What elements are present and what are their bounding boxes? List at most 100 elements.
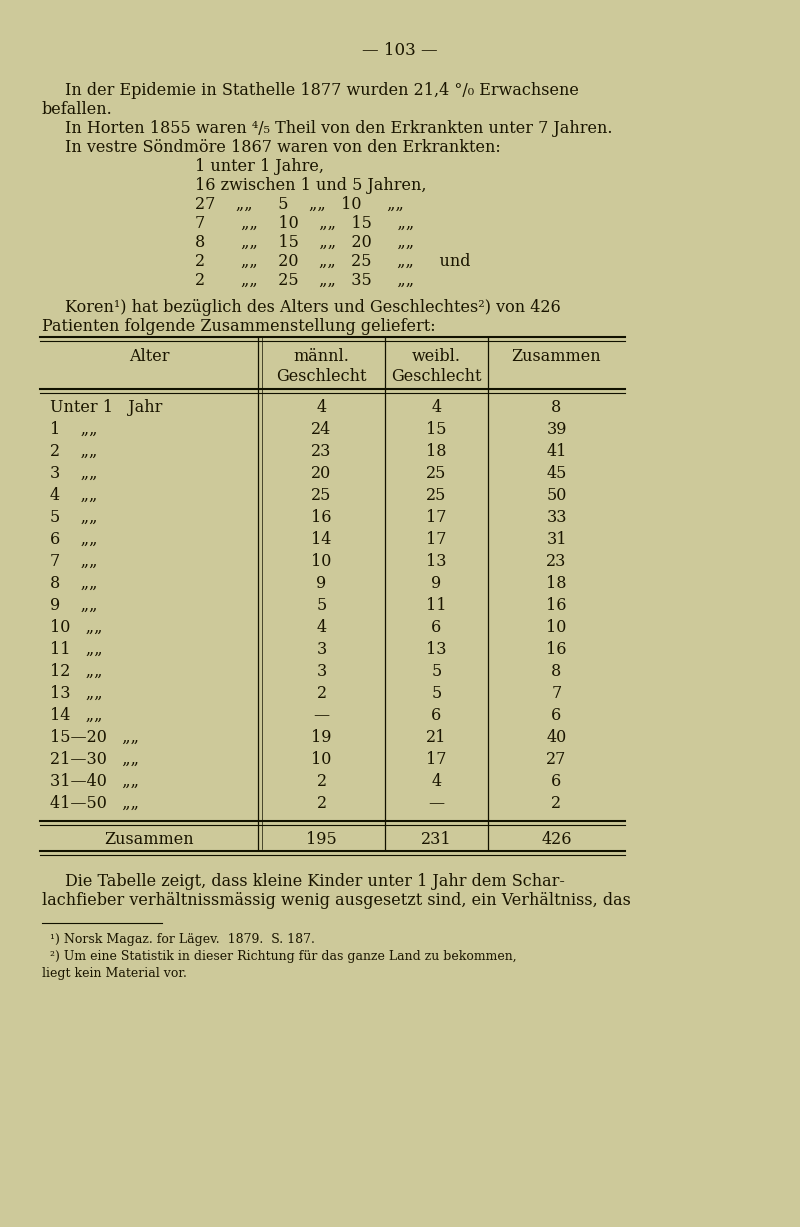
Text: lachfieber verhältnissmässig wenig ausgesetzt sind, ein Verhältniss, das: lachfieber verhältnissmässig wenig ausge… xyxy=(42,892,631,909)
Text: ²) Um eine Statistik in dieser Richtung für das ganze Land zu bekommen,: ²) Um eine Statistik in dieser Richtung … xyxy=(50,950,517,963)
Text: befallen.: befallen. xyxy=(42,101,113,118)
Text: 13: 13 xyxy=(426,640,446,658)
Text: 426: 426 xyxy=(542,831,572,848)
Text: 8: 8 xyxy=(551,663,562,680)
Text: 45: 45 xyxy=(546,465,566,482)
Text: Unter 1   Jahr: Unter 1 Jahr xyxy=(50,399,162,416)
Text: 2       „„    25    „„   35     „„: 2 „„ 25 „„ 35 „„ xyxy=(195,272,414,290)
Text: Die Tabelle zeigt, dass kleine Kinder unter 1 Jahr dem Schar-: Die Tabelle zeigt, dass kleine Kinder un… xyxy=(65,872,565,890)
Text: 12   „„: 12 „„ xyxy=(50,663,102,680)
Text: 17: 17 xyxy=(426,531,446,548)
Text: 27    „„     5    „„   10     „„: 27 „„ 5 „„ 10 „„ xyxy=(195,196,404,213)
Text: Alter: Alter xyxy=(129,348,170,364)
Text: 195: 195 xyxy=(306,831,337,848)
Text: Koren¹) hat bezüglich des Alters und Geschlechtes²) von 426: Koren¹) hat bezüglich des Alters und Ges… xyxy=(65,299,561,317)
Text: 2    „„: 2 „„ xyxy=(50,443,98,460)
Text: 1 unter 1 Jahre,: 1 unter 1 Jahre, xyxy=(195,158,324,175)
Text: 9    „„: 9 „„ xyxy=(50,598,98,614)
Text: 5: 5 xyxy=(316,598,326,614)
Text: 3    „„: 3 „„ xyxy=(50,465,98,482)
Text: —: — xyxy=(429,795,445,812)
Text: 23: 23 xyxy=(311,443,332,460)
Text: 6: 6 xyxy=(551,773,562,790)
Text: 4: 4 xyxy=(317,618,326,636)
Text: weibl.
Geschlecht: weibl. Geschlecht xyxy=(391,348,482,384)
Text: 8    „„: 8 „„ xyxy=(50,575,98,591)
Text: 24: 24 xyxy=(311,421,332,438)
Text: 1    „„: 1 „„ xyxy=(50,421,98,438)
Text: 17: 17 xyxy=(426,751,446,768)
Text: 10: 10 xyxy=(311,751,332,768)
Text: 5    „„: 5 „„ xyxy=(50,509,98,526)
Text: ¹) Norsk Magaz. for Lägev.  1879.  S. 187.: ¹) Norsk Magaz. for Lägev. 1879. S. 187. xyxy=(50,933,315,946)
Text: 14   „„: 14 „„ xyxy=(50,707,102,724)
Text: —: — xyxy=(314,707,330,724)
Text: 13   „„: 13 „„ xyxy=(50,685,102,702)
Text: 3: 3 xyxy=(316,663,326,680)
Text: 2: 2 xyxy=(551,795,562,812)
Text: 7    „„: 7 „„ xyxy=(50,553,98,571)
Text: 8       „„    15    „„   20     „„: 8 „„ 15 „„ 20 „„ xyxy=(195,234,414,252)
Text: 15—20   „„: 15—20 „„ xyxy=(50,729,139,746)
Text: 21: 21 xyxy=(426,729,446,746)
Text: 27: 27 xyxy=(546,751,566,768)
Text: 10: 10 xyxy=(546,618,566,636)
Text: 23: 23 xyxy=(546,553,566,571)
Text: männl.
Geschlecht: männl. Geschlecht xyxy=(276,348,366,384)
Text: 16: 16 xyxy=(546,640,566,658)
Text: 11: 11 xyxy=(426,598,446,614)
Text: 2: 2 xyxy=(317,773,326,790)
Text: 5: 5 xyxy=(431,685,442,702)
Text: 3: 3 xyxy=(316,640,326,658)
Text: In Horten 1855 waren ⁴/₅ Theil von den Erkrankten unter 7 Jahren.: In Horten 1855 waren ⁴/₅ Theil von den E… xyxy=(65,120,613,137)
Text: 14: 14 xyxy=(311,531,332,548)
Text: — 103 —: — 103 — xyxy=(362,42,438,59)
Text: 6: 6 xyxy=(431,707,442,724)
Text: 4: 4 xyxy=(431,399,442,416)
Text: 15: 15 xyxy=(426,421,446,438)
Text: 16: 16 xyxy=(311,509,332,526)
Text: 9: 9 xyxy=(316,575,326,591)
Text: 10   „„: 10 „„ xyxy=(50,618,102,636)
Text: 17: 17 xyxy=(426,509,446,526)
Text: liegt kein Material vor.: liegt kein Material vor. xyxy=(42,967,187,980)
Text: 4: 4 xyxy=(431,773,442,790)
Text: 39: 39 xyxy=(546,421,566,438)
Text: Zusammen: Zusammen xyxy=(512,348,602,364)
Text: 19: 19 xyxy=(311,729,332,746)
Text: 31—40   „„: 31—40 „„ xyxy=(50,773,139,790)
Text: 25: 25 xyxy=(311,487,332,504)
Text: 10: 10 xyxy=(311,553,332,571)
Text: 6    „„: 6 „„ xyxy=(50,531,98,548)
Text: 6: 6 xyxy=(551,707,562,724)
Text: 2: 2 xyxy=(317,685,326,702)
Text: 2: 2 xyxy=(317,795,326,812)
Text: 25: 25 xyxy=(426,487,446,504)
Text: 8: 8 xyxy=(551,399,562,416)
Text: 4: 4 xyxy=(317,399,326,416)
Text: 11   „„: 11 „„ xyxy=(50,640,102,658)
Text: 5: 5 xyxy=(431,663,442,680)
Text: 33: 33 xyxy=(546,509,566,526)
Text: 4    „„: 4 „„ xyxy=(50,487,98,504)
Text: 21—30   „„: 21—30 „„ xyxy=(50,751,139,768)
Text: 41: 41 xyxy=(546,443,566,460)
Text: 9: 9 xyxy=(431,575,442,591)
Text: 40: 40 xyxy=(546,729,566,746)
Text: 13: 13 xyxy=(426,553,446,571)
Text: 16 zwischen 1 und 5 Jahren,: 16 zwischen 1 und 5 Jahren, xyxy=(195,177,426,194)
Text: 18: 18 xyxy=(426,443,446,460)
Text: 231: 231 xyxy=(421,831,452,848)
Text: 31: 31 xyxy=(546,531,566,548)
Text: 7: 7 xyxy=(551,685,562,702)
Text: In vestre Söndmöre 1867 waren von den Erkrankten:: In vestre Söndmöre 1867 waren von den Er… xyxy=(65,139,501,156)
Text: In der Epidemie in Stathelle 1877 wurden 21,4 °/₀ Erwachsene: In der Epidemie in Stathelle 1877 wurden… xyxy=(65,82,579,99)
Text: 16: 16 xyxy=(546,598,566,614)
Text: 50: 50 xyxy=(546,487,566,504)
Text: 7       „„    10    „„   15     „„: 7 „„ 10 „„ 15 „„ xyxy=(195,215,414,232)
Text: Zusammen: Zusammen xyxy=(104,831,194,848)
Text: 25: 25 xyxy=(426,465,446,482)
Text: 2       „„    20    „„   25     „„     und: 2 „„ 20 „„ 25 „„ und xyxy=(195,253,470,270)
Text: 6: 6 xyxy=(431,618,442,636)
Text: 18: 18 xyxy=(546,575,566,591)
